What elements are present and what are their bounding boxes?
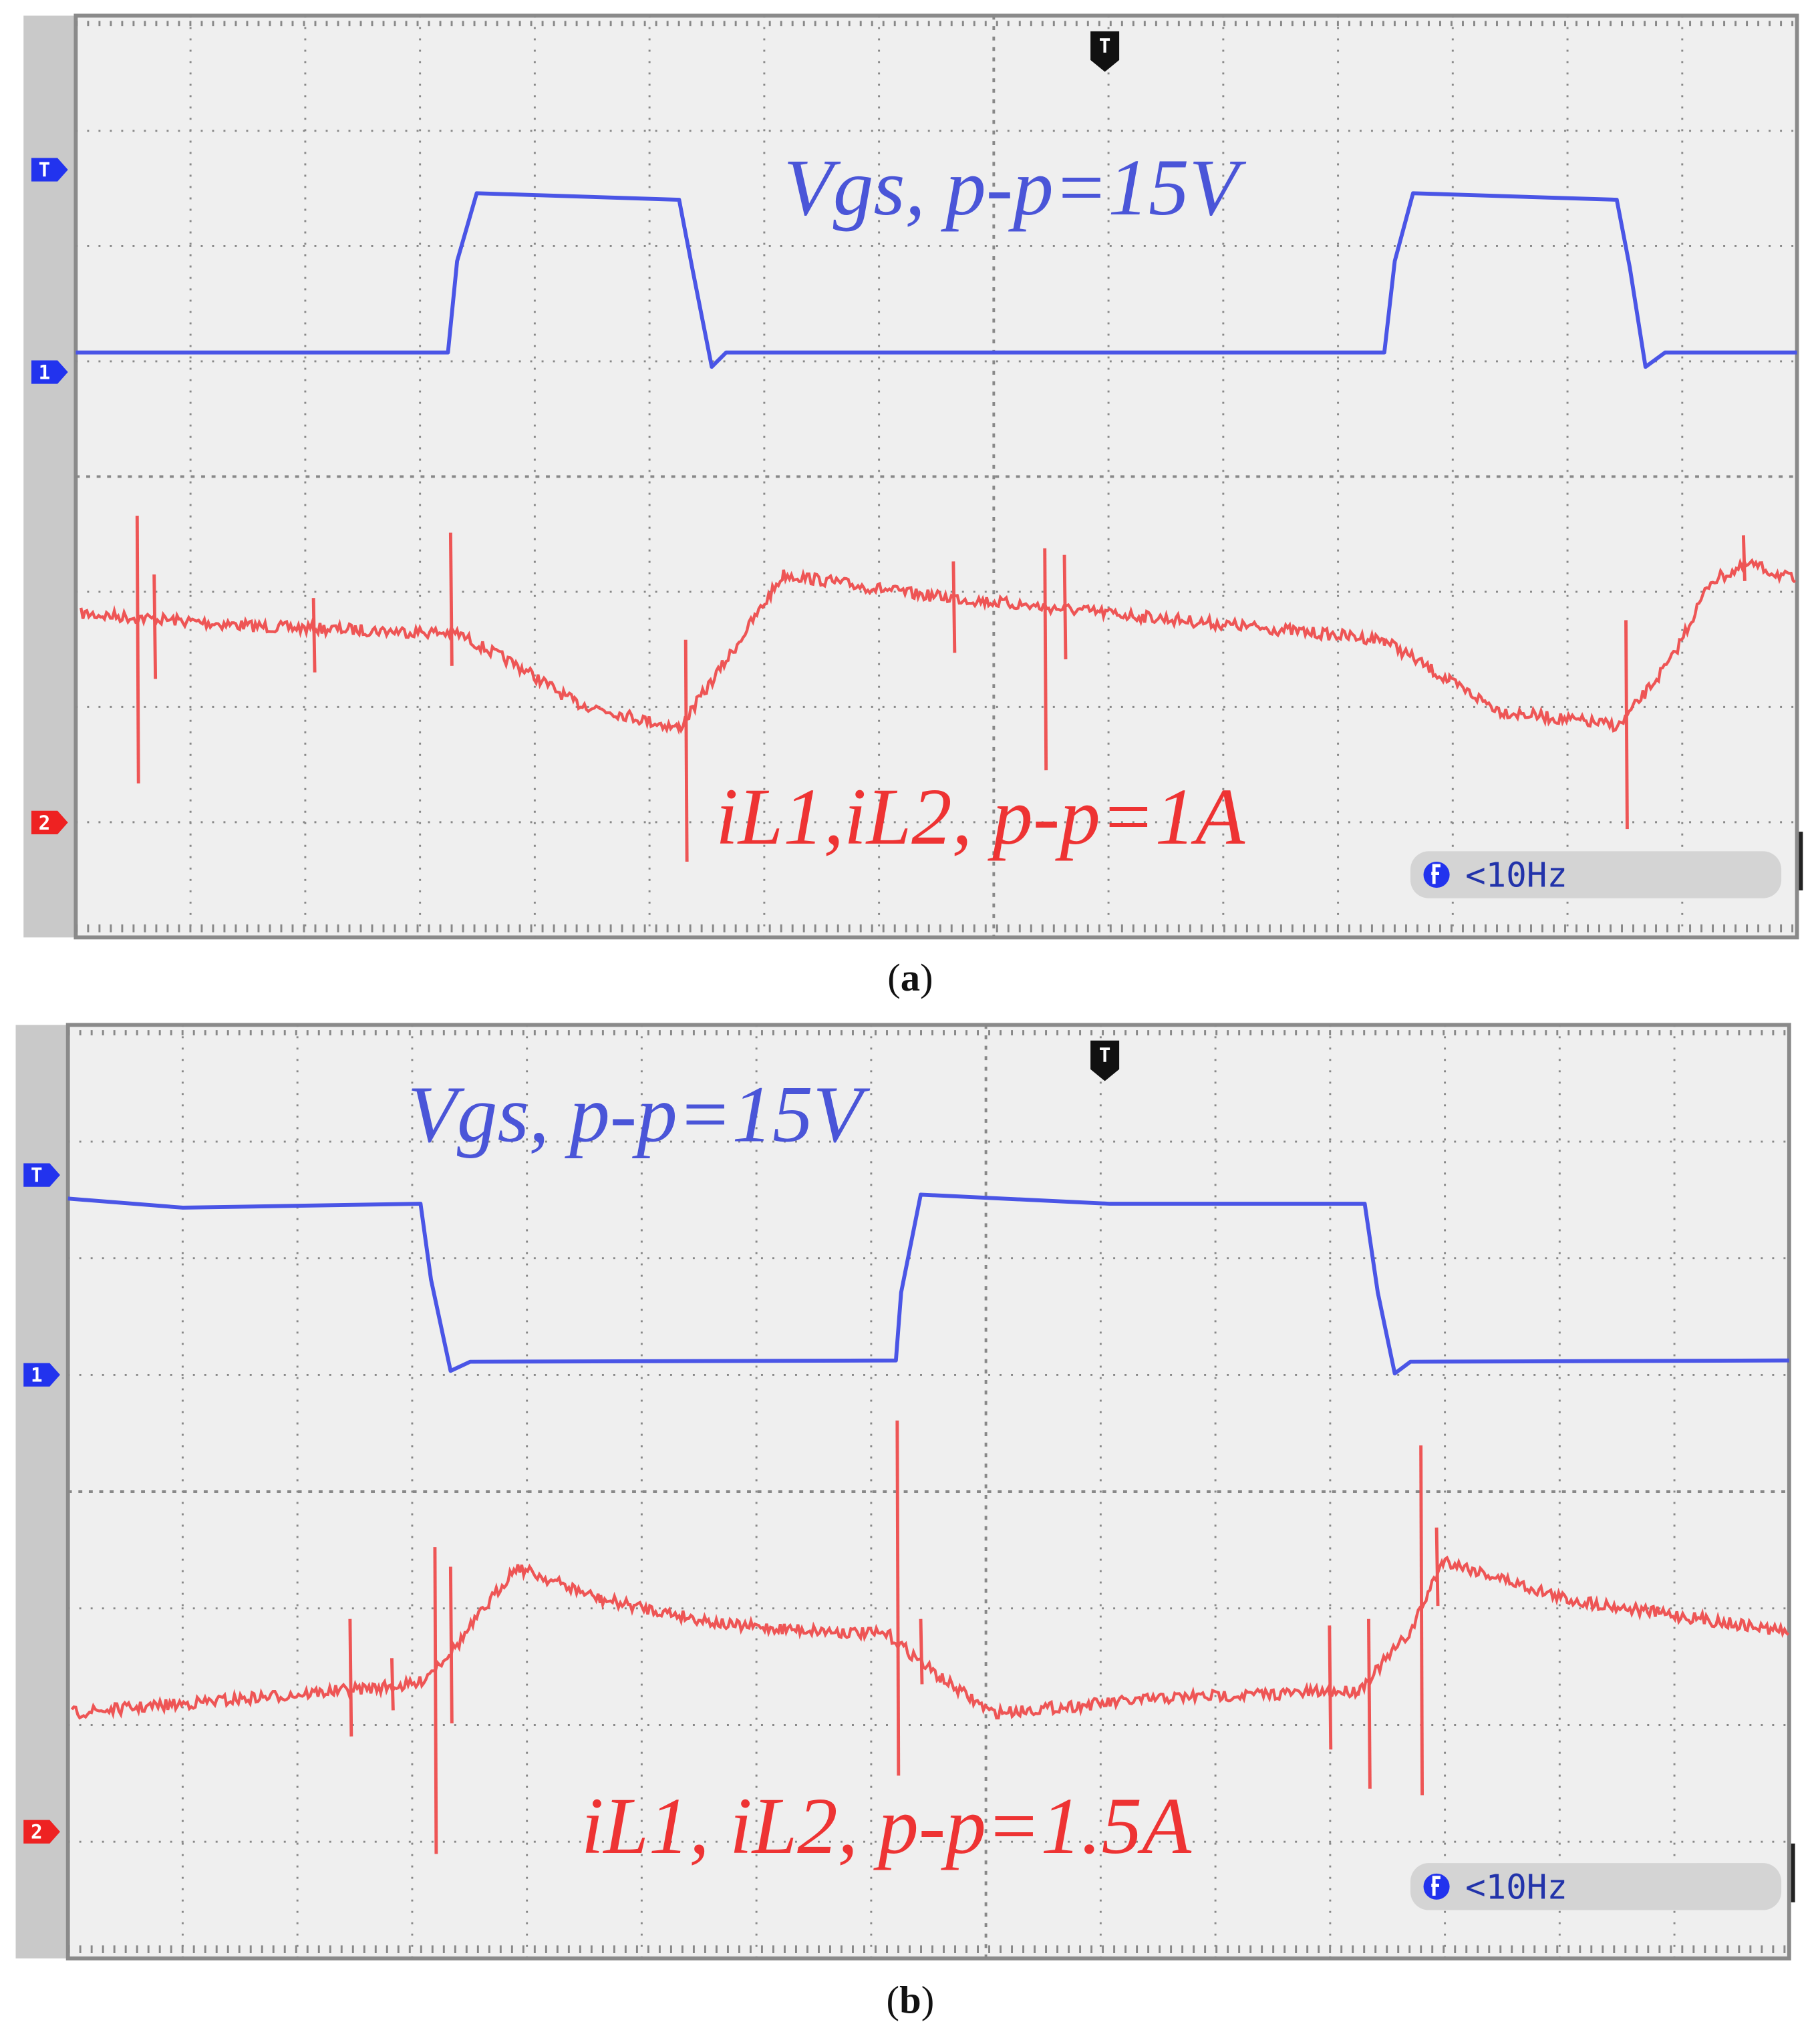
channel-marker-shape	[31, 810, 68, 834]
channel-marker: 1	[39, 361, 51, 384]
current-spike	[311, 598, 317, 673]
current-spike	[1328, 1625, 1333, 1750]
caption-letter: b	[899, 1979, 921, 2022]
channel-marker-shape	[23, 1820, 60, 1844]
current-spike	[135, 516, 140, 784]
current-annotation: iL1, iL2, p-p=1.5A	[581, 1781, 1192, 1871]
caption-letter: a	[901, 956, 920, 999]
channel-marker: T	[31, 1164, 43, 1187]
trigger-marker: T	[1099, 1044, 1111, 1067]
current-spike	[1043, 548, 1048, 771]
channel-marker: T	[39, 159, 51, 182]
current-spike	[348, 1619, 353, 1737]
filter-readout: <10Hz	[1465, 855, 1567, 894]
current-spike	[1434, 1527, 1440, 1606]
current-annotation: iL1,iL2, p-p=1A	[716, 772, 1245, 862]
current-spike	[448, 532, 454, 666]
side-bar	[23, 15, 76, 938]
trigger-marker: T	[1099, 35, 1111, 57]
current-spike	[895, 1420, 901, 1776]
trigger-marker-shape	[1090, 31, 1120, 72]
oscilloscope-panel: Vgs, p-p=15V iL1,iL2, p-p=1A T T 1 2 <10Hz (a)	[23, 13, 1803, 999]
caption-open: (	[887, 956, 901, 999]
current-spike	[448, 1566, 454, 1724]
filter-readout: <10Hz	[1465, 1867, 1567, 1906]
current-spike	[1062, 554, 1068, 660]
filter-icon-glyph	[1431, 1876, 1441, 1896]
current-waveform	[80, 556, 1797, 735]
filter-icon-glyph	[1431, 864, 1441, 884]
oscilloscope-panel: Vgs, p-p=15V iL1, iL2, p-p=1.5A T T 1 2 <10Hz (…	[15, 1023, 1795, 2022]
channel-marker-shape	[31, 158, 68, 182]
caption-close: )	[920, 956, 933, 999]
current-spike	[684, 639, 689, 862]
filter-box	[1410, 851, 1782, 898]
channel-marker: 1	[31, 1364, 43, 1387]
current-spike	[1741, 535, 1747, 581]
channel-marker-shape	[31, 360, 68, 384]
caption-close: )	[921, 1979, 935, 2022]
current-spike	[1624, 620, 1629, 830]
current-spike	[951, 561, 957, 653]
filter-box	[1410, 1863, 1782, 1910]
trigger-marker-shape	[1090, 1040, 1120, 1081]
channel-marker: 2	[39, 812, 51, 834]
vgs-annotation: Vgs, p-p=15V	[784, 143, 1247, 232]
channel-marker: 2	[31, 1821, 43, 1844]
current-spike	[433, 1547, 438, 1854]
channel-marker-shape	[23, 1163, 60, 1187]
caption: (a)	[887, 956, 933, 999]
channel-marker-shape	[23, 1363, 60, 1387]
vgs-waveform	[67, 1192, 1789, 1376]
current-spike	[1366, 1619, 1372, 1789]
current-waveform	[70, 1555, 1790, 1720]
vgs-annotation: Vgs, p-p=15V	[408, 1070, 871, 1160]
caption: (b)	[887, 1979, 935, 2022]
current-spike	[390, 1658, 395, 1711]
vgs-waveform	[75, 191, 1797, 369]
current-spike	[1419, 1445, 1424, 1796]
current-spike	[152, 574, 158, 679]
current-spike	[919, 1619, 924, 1685]
caption-open: (	[887, 1979, 900, 2022]
